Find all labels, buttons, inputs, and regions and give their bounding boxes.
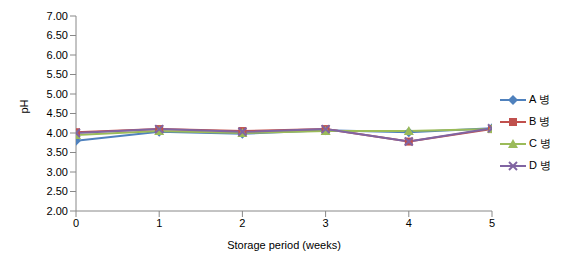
svg-text:3.00: 3.00 xyxy=(47,166,68,178)
svg-text:1: 1 xyxy=(156,217,162,229)
svg-text:5.00: 5.00 xyxy=(47,88,68,100)
svg-text:4.00: 4.00 xyxy=(47,127,68,139)
svg-text:3.50: 3.50 xyxy=(47,146,68,158)
svg-text:2: 2 xyxy=(239,217,245,229)
html-text:C 병: C 병 xyxy=(529,137,551,149)
svg-text:6.50: 6.50 xyxy=(47,29,68,41)
svg-text:5: 5 xyxy=(489,217,495,229)
html-text:A 병: A 병 xyxy=(529,93,550,105)
svg-text:Storage period (weeks): Storage period (weeks) xyxy=(227,239,341,251)
svg-text:4: 4 xyxy=(406,217,412,229)
html-text:B 병: B 병 xyxy=(529,115,551,127)
svg-text:0: 0 xyxy=(73,217,79,229)
svg-text:2.00: 2.00 xyxy=(47,205,68,217)
svg-text:7.00: 7.00 xyxy=(47,10,68,22)
svg-text:2.50: 2.50 xyxy=(47,185,68,197)
svg-text:3: 3 xyxy=(323,217,329,229)
html-text:D 병: D 병 xyxy=(529,159,551,171)
svg-text:6.00: 6.00 xyxy=(47,49,68,61)
svg-text:5.50: 5.50 xyxy=(47,68,68,80)
svg-text:4.50: 4.50 xyxy=(47,107,68,119)
svg-text:pH: pH xyxy=(18,99,30,113)
